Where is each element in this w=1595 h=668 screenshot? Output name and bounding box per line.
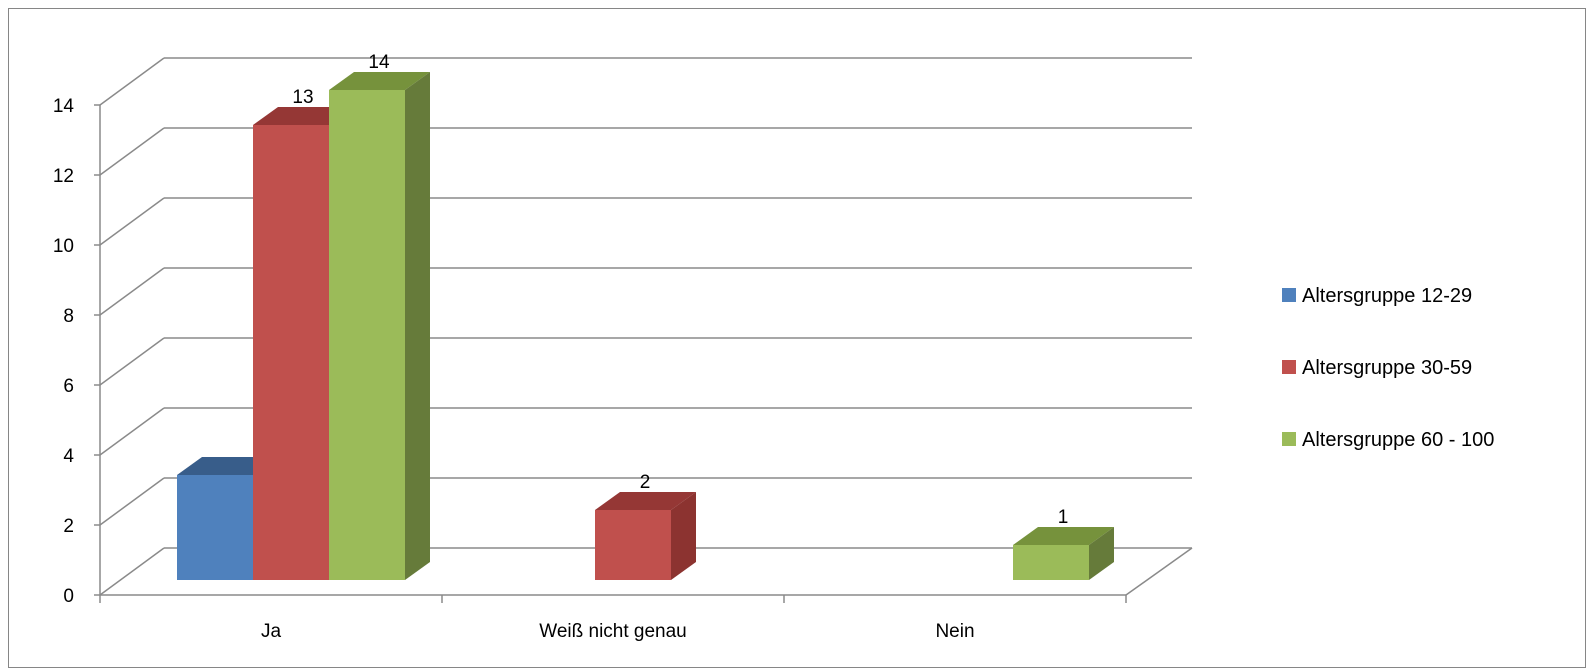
y-tick-label-14: 14 (53, 96, 75, 117)
bar-2-0 (329, 90, 405, 580)
y-tick-label-0: 0 (63, 586, 74, 607)
bar-top (595, 492, 696, 510)
bar-0-0 (177, 475, 253, 580)
data-label: 1 (1058, 507, 1069, 528)
legend-swatch-0 (1282, 288, 1296, 302)
x-tick-label-2: Nein (935, 621, 974, 642)
data-label: 2 (640, 472, 651, 493)
legend-label-0: Altersgruppe 12-29 (1302, 285, 1472, 307)
bar-side (671, 492, 696, 580)
legend-label-2: Altersgruppe 60 - 100 (1302, 429, 1494, 451)
gridline-side-6 (99, 337, 165, 386)
data-label: 13 (292, 87, 313, 108)
floor-right-edge (1125, 547, 1193, 596)
data-label: 14 (368, 52, 390, 73)
gridline-side-10 (99, 197, 165, 246)
bar-top (177, 457, 278, 475)
bar-1-0 (253, 125, 329, 580)
y-tick-label-12: 12 (53, 166, 74, 187)
bar-top (253, 107, 354, 125)
gridline-side-12 (99, 127, 165, 176)
y-tick-label-6: 6 (63, 376, 74, 397)
x-tick-label-1: Weiß nicht genau (539, 621, 687, 642)
gridline-side-14 (99, 57, 165, 106)
gridline-side-4 (99, 407, 165, 456)
bar-2-2 (1013, 545, 1089, 580)
legend-swatch-2 (1282, 432, 1296, 446)
gridline-side-8 (99, 267, 165, 316)
bar-top (329, 72, 430, 90)
y-tick-label-2: 2 (63, 516, 74, 537)
bar-side (405, 72, 430, 580)
legend-label-1: Altersgruppe 30-59 (1302, 357, 1472, 379)
gridline-side-2 (99, 477, 165, 526)
x-tick-label-0: Ja (261, 621, 282, 642)
gridline-side-0 (99, 547, 165, 596)
bar-side (1089, 527, 1114, 580)
y-tick-label-10: 10 (53, 236, 74, 257)
bar-1-1 (595, 510, 671, 580)
y-tick-label-8: 8 (63, 306, 74, 327)
y-tick-label-4: 4 (63, 446, 74, 467)
bar-top (1013, 527, 1114, 545)
legend-swatch-1 (1282, 360, 1296, 374)
